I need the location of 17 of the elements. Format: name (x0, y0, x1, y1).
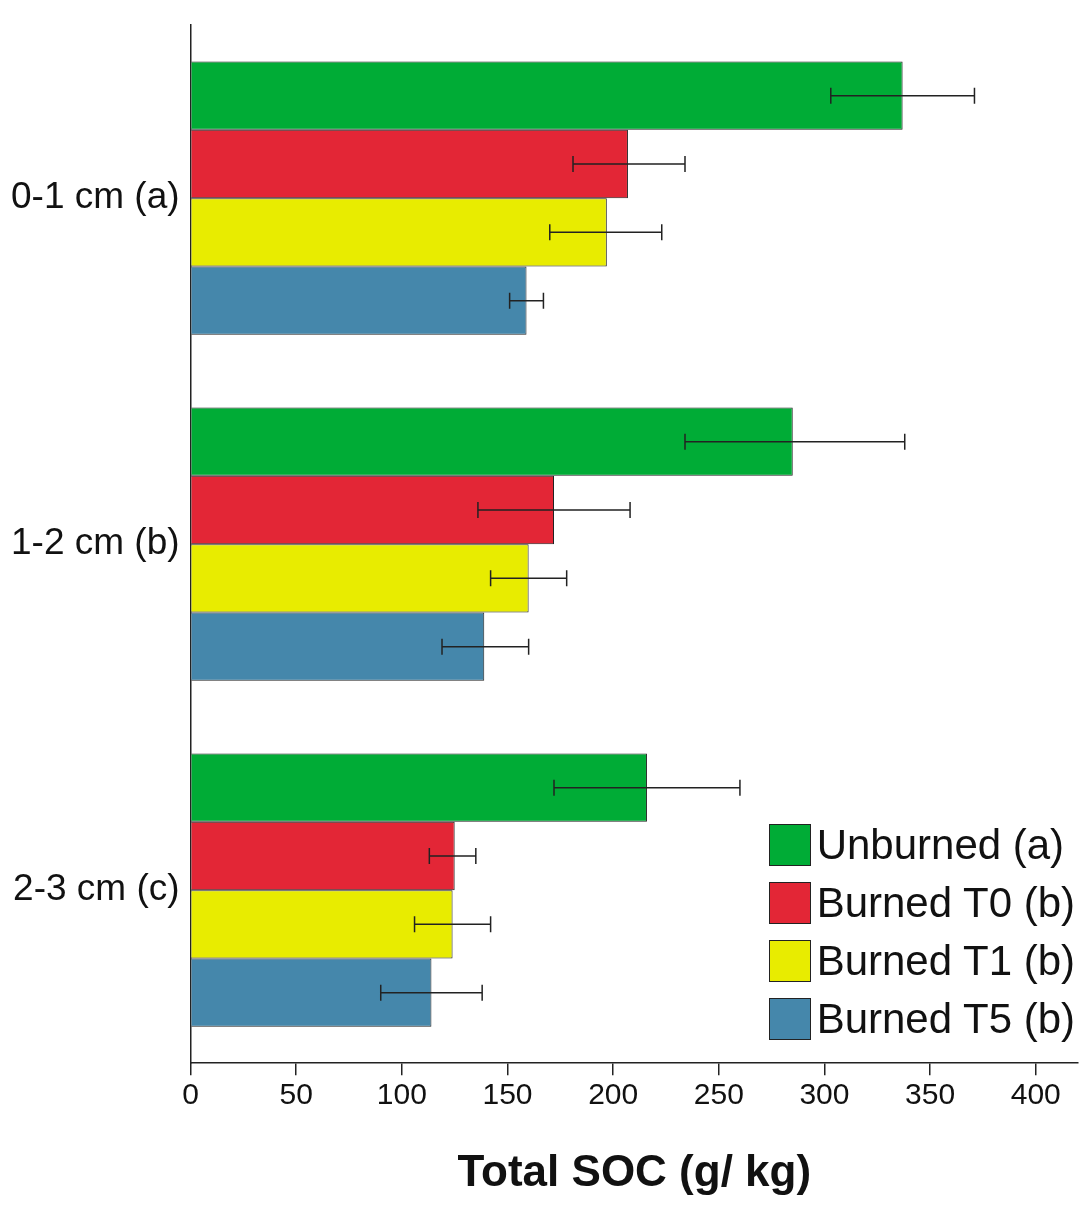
x-tick-label: 350 (905, 1077, 956, 1111)
y-tick-label: 2-3 cm (c) (13, 867, 180, 909)
x-tick-label: 150 (482, 1077, 533, 1111)
x-axis-title: Total SOC (g/ kg) (457, 1145, 812, 1195)
y-tick-label: 0-1 cm (a) (11, 175, 180, 217)
x-tick-label: 400 (1010, 1077, 1061, 1111)
x-tick-label: 50 (279, 1077, 313, 1111)
legend-label: Burned T5 (b) (816, 994, 1075, 1044)
y-tick-label: 1-2 cm (b) (11, 521, 180, 563)
legend-label: Unburned (a) (816, 820, 1065, 870)
x-tick-label: 300 (799, 1077, 850, 1111)
x-tick-label: 100 (376, 1077, 427, 1111)
x-tick-label: 250 (693, 1077, 744, 1111)
x-tick-label: 200 (588, 1077, 639, 1111)
x-tick-label: 0 (182, 1077, 199, 1111)
legend-label: Burned T1 (b) (816, 936, 1075, 986)
legend-label: Burned T0 (b) (816, 878, 1075, 928)
